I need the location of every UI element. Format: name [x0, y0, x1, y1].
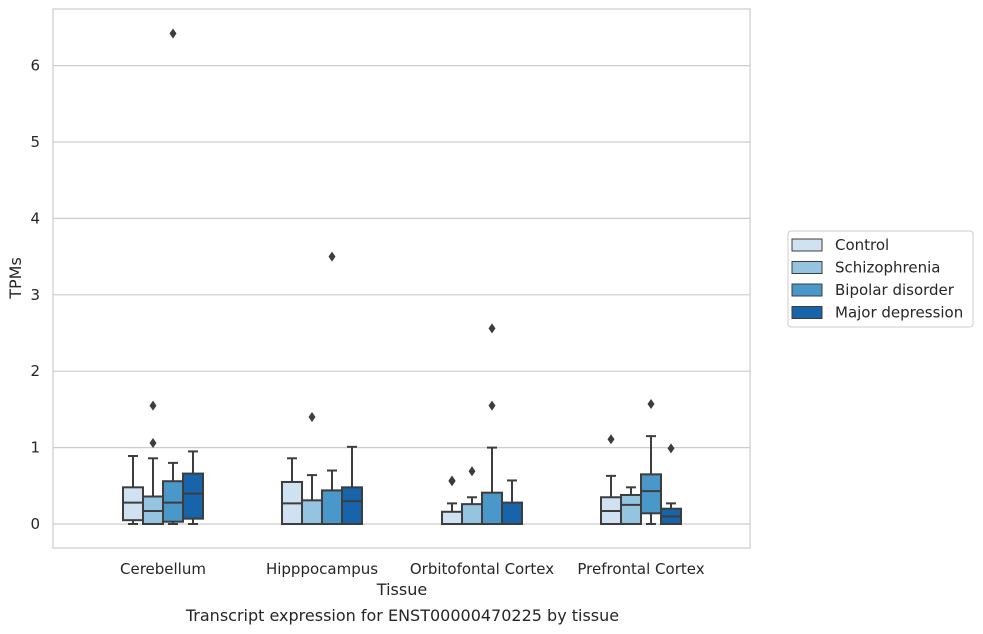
y-tick-label: 5	[30, 133, 40, 151]
legend-swatch	[791, 306, 823, 319]
box-iqr	[162, 480, 184, 523]
outlier-point	[667, 443, 675, 454]
gridlines	[53, 64, 750, 525]
legend-label: Control	[835, 236, 889, 254]
box-0-0	[122, 455, 144, 525]
legend-label: Schizophrenia	[835, 259, 940, 277]
y-tick-label: 1	[30, 439, 40, 457]
box-iqr	[620, 493, 642, 525]
boxes	[122, 28, 682, 526]
box-iqr	[481, 491, 503, 525]
outlier-point	[448, 475, 456, 486]
box-iqr	[441, 510, 463, 526]
outlier-point	[488, 323, 496, 334]
box-0-3	[182, 450, 204, 525]
box-iqr	[341, 486, 363, 526]
y-tick-labels: 0 1 2 3 4 5 6	[30, 57, 40, 533]
legend-swatch	[791, 261, 823, 274]
y-tick-label: 6	[30, 57, 40, 75]
legend-swatch	[791, 283, 823, 297]
outlier-point	[607, 434, 615, 445]
box-2-3	[501, 479, 523, 526]
x-axis-label: Tissue	[376, 580, 427, 599]
box-2-0	[441, 475, 463, 526]
outlier-point	[169, 28, 177, 39]
box-iqr	[640, 473, 662, 515]
chart-caption: Transcript expression for ENST0000047022…	[185, 606, 620, 625]
box-3-2	[640, 399, 662, 525]
box-iqr	[182, 472, 204, 520]
outlier-point	[468, 466, 476, 477]
box-iqr	[501, 501, 523, 526]
y-tick-label: 0	[30, 515, 40, 533]
box-3-3	[660, 443, 682, 526]
y-tick-label: 2	[30, 362, 40, 380]
x-tick-label: Hipppocampus	[266, 560, 378, 578]
y-tick-label: 4	[30, 209, 40, 227]
outlier-point	[308, 412, 316, 423]
y-tick-label: 3	[30, 286, 40, 304]
x-tick-label: Cerebellum	[120, 560, 206, 578]
box-1-3	[341, 445, 363, 526]
legend-label: Bipolar disorder	[835, 281, 955, 299]
outlier-point	[328, 251, 336, 262]
box-iqr	[321, 489, 343, 526]
x-tick-label: Prefrontal Cortex	[577, 560, 704, 578]
x-tick-labels: Cerebellum Hipppocampus Orbitofontal Corte…	[120, 560, 705, 578]
plot-area	[52, 8, 751, 549]
outlier-point	[647, 399, 655, 410]
outlier-point	[149, 400, 157, 411]
box-iqr	[301, 499, 323, 526]
x-tick-label: Orbitofontal Cortex	[410, 560, 554, 578]
box-iqr	[122, 486, 144, 522]
box-2-1	[461, 466, 483, 525]
box-0-1	[142, 400, 164, 526]
legend-label: Major depression	[835, 304, 963, 322]
legend-swatch	[791, 238, 823, 252]
outlier-point	[488, 400, 496, 411]
legend-frame	[787, 230, 974, 328]
outlier-point	[149, 438, 157, 449]
box-3-0	[600, 434, 622, 526]
y-axis-label: TPMs	[6, 257, 25, 300]
legend: Control Schizophrenia Bipolar disorder Majo…	[787, 230, 974, 328]
box-2-2	[481, 323, 503, 525]
box-iqr	[461, 503, 483, 525]
